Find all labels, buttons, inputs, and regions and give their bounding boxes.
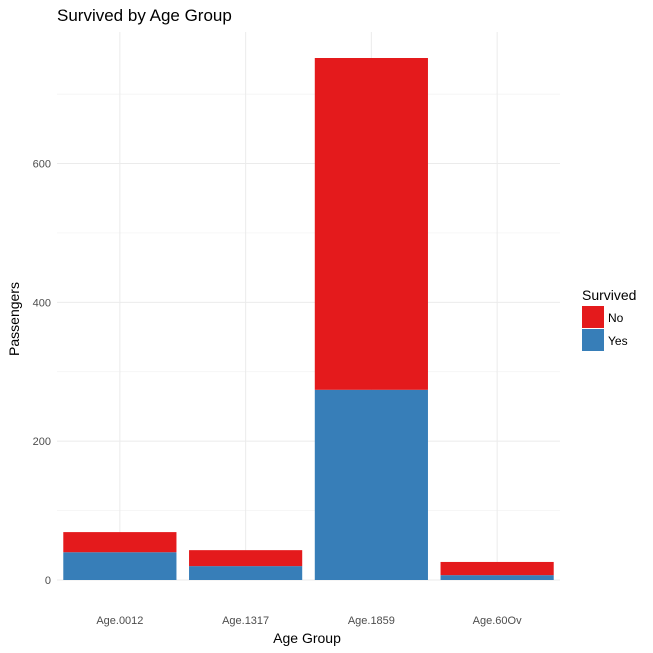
bar-age-1317-yes (189, 566, 303, 580)
y-axis-ticks: 0 200 400 600 (33, 159, 51, 587)
legend-key-yes (582, 329, 604, 351)
legend: Survived No Yes (582, 287, 636, 351)
bar-age-1859-no (314, 58, 428, 390)
legend-key-no (582, 306, 604, 328)
y-axis-title: Passengers (6, 282, 22, 356)
bar-age-1859-yes (314, 389, 428, 580)
y-tick-label: 600 (33, 159, 51, 171)
x-tick-label: Age.0012 (96, 615, 143, 627)
x-tick-label: Age.1859 (348, 615, 395, 627)
bar-age-60ov-yes (440, 575, 554, 580)
x-tick-label: Age.1317 (222, 615, 269, 627)
y-tick-label: 400 (33, 297, 51, 309)
gridlines (57, 32, 560, 581)
y-tick-label: 0 (45, 575, 51, 587)
bar-age-0012-yes (63, 552, 177, 580)
x-tick-label: Age.60Ov (473, 615, 522, 627)
chart-title: Survived by Age Group (57, 6, 232, 25)
bar-age-60ov-no (440, 561, 554, 576)
bar-age-1317-no (189, 550, 303, 567)
legend-label-yes: Yes (608, 334, 628, 348)
bar-age-0012-no (63, 532, 177, 553)
bars (63, 58, 554, 580)
legend-label-no: No (608, 311, 624, 325)
legend-title: Survived (582, 287, 636, 303)
x-axis-ticks: Age.0012 Age.1317 Age.1859 Age.60Ov (96, 615, 522, 627)
y-tick-label: 200 (33, 436, 51, 448)
x-axis-title: Age Group (273, 630, 341, 646)
